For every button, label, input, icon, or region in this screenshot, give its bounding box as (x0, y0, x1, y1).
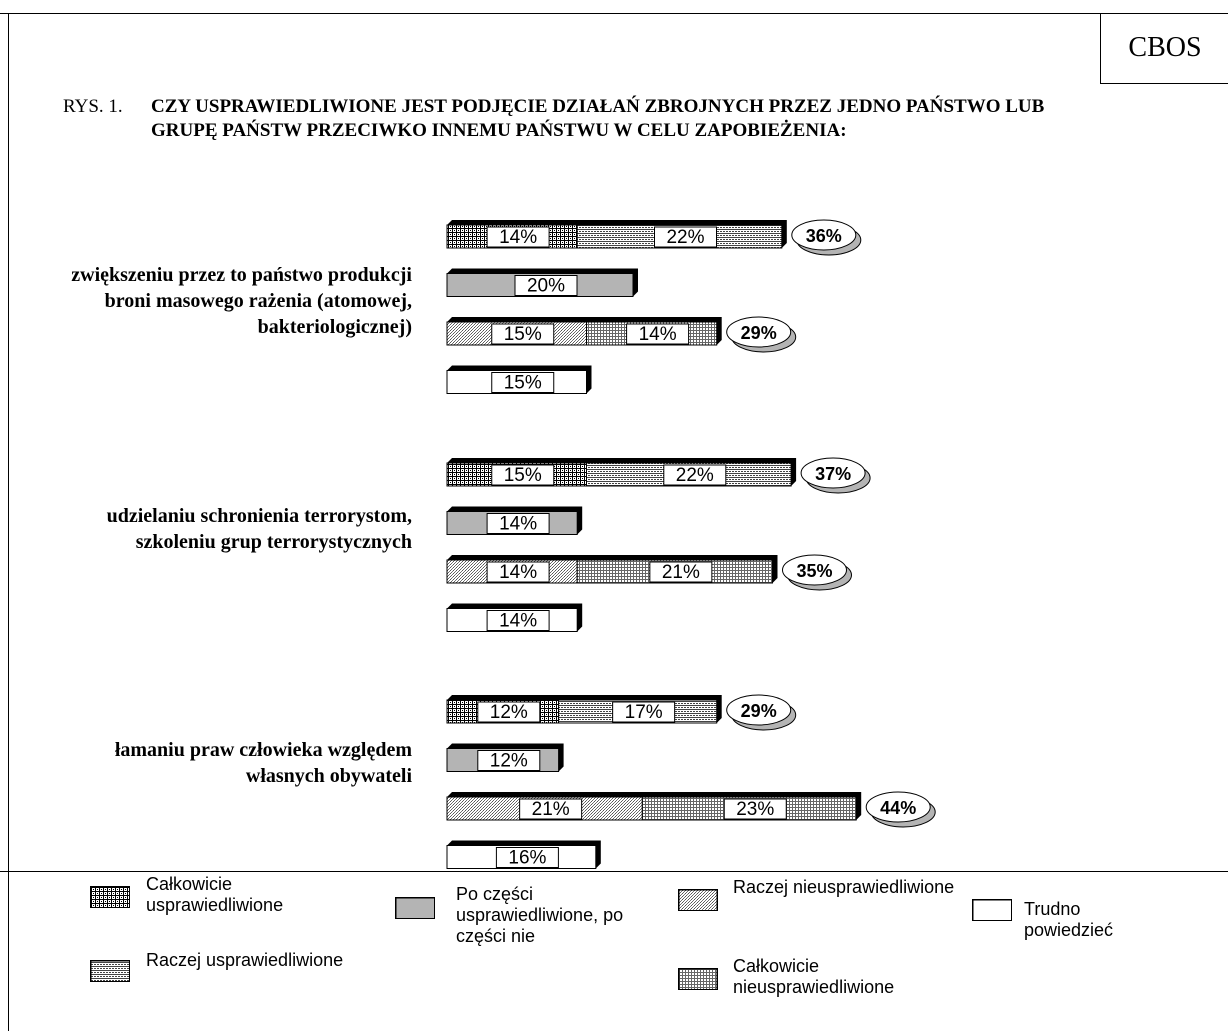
group-2-hard-to-say-bar-segment-1-label-box (486, 610, 550, 631)
group-3-unjustified-bar-segment-1-label-box (519, 798, 583, 820)
group-2-hard-to-say-bar-segment-1-label: 14% (499, 611, 537, 632)
group-3-justified-bar-segment-1-label-box (477, 701, 541, 723)
group-3-hard-to-say-bar-segment-1-label: 16% (508, 848, 546, 869)
group-1-unjustified-bar-segment-1-label: 15% (504, 324, 542, 345)
group-3-unjustified-bar-segment-2-label-box (723, 798, 787, 820)
bars-layer: 14% 22% 36% 20% 15% 14% 29% 15% 15% 22% 37% 14% 14% 2… (446, 219, 936, 869)
group-label-2: udzielaniu schronienia terrorystom, szko… (106, 505, 412, 553)
group-1-justified-bar-segment-1-label: 14% (499, 227, 537, 248)
legend-divider (0, 871, 1228, 872)
legend-label-partly: Po części usprawiedliwione, po części ni… (456, 884, 624, 946)
legend-swatch-rather-justified (90, 960, 130, 982)
group-3-justified-bar-segment-2-label-box (612, 701, 676, 723)
group-1-unjustified-bar-total-label: 29% (741, 323, 777, 343)
group-1-justified-bar-total-badge (791, 219, 857, 251)
frame-left-border (8, 13, 9, 1031)
legend-label-fully-unjustified: Całkowicie nieusprawiedliwione (733, 956, 895, 997)
group-2-unjustified-bar-segment-2-label-box (649, 561, 713, 583)
group-1-justified-bar-shadow (447, 220, 787, 248)
group-2-justified-bar-segment-2-label: 22% (676, 465, 714, 486)
group-2-justified-bar-segment-2-label-box (663, 464, 727, 486)
group-1-justified-bar-segment-2-label-box (654, 226, 717, 248)
group-3-unjustified-bar-shadow (447, 792, 862, 820)
group-3-partly-bar-segment-1-label: 12% (490, 751, 528, 772)
frame-top-border (0, 13, 1228, 14)
group-3-partly-bar-segment-1-label-box (477, 750, 541, 771)
figure-number: RYS. 1. (63, 96, 123, 117)
group-1-unjustified-bar-segment-2-label: 14% (639, 324, 677, 345)
group-1-unjustified-bar-total-badge (726, 316, 792, 348)
brand-box: CBOS (1100, 13, 1228, 84)
group-2-unjustified-bar-segment-1-label-box (486, 561, 550, 583)
legend-swatch-partly (395, 897, 435, 919)
legend-swatch-fully-unjustified (678, 968, 718, 990)
group-3-justified-bar-total-label: 29% (741, 701, 777, 721)
group-3-partly-bar-shadow (447, 743, 564, 772)
figure-title: CZY USPRAWIEDLIWIONE JEST PODJĘCIE DZIAŁ… (151, 96, 1045, 141)
group-3-hard-to-say-bar-segment-1-label-box (495, 847, 559, 868)
group-1-hard-to-say-bar-segment-1-label: 15% (504, 373, 542, 394)
group-2-justified-bar-total-label: 37% (815, 464, 851, 484)
group-3-hard-to-say-bar-shadow (447, 840, 601, 869)
group-1-unjustified-bar-shadow (447, 317, 722, 345)
legend-label-hard-to-say: Trudno powiedzieć (1024, 899, 1114, 940)
legend-label-rather-unjustified: Raczej nieusprawiedliwione (733, 877, 955, 897)
legend-label-fully-justified: Całkowicie usprawiedliwione (146, 874, 284, 915)
group-1-unjustified-bar-segment-2-label-box (626, 323, 690, 345)
group-3-unjustified-bar-segment-1-label: 21% (532, 799, 570, 820)
group-1-justified-bar-segment-1-label-box (486, 226, 550, 248)
group-2-unjustified-bar-segment-2-label: 21% (662, 562, 700, 583)
group-3-unjustified-bar-segment-2-label: 23% (736, 799, 774, 820)
group-1-hard-to-say-bar-shadow (447, 365, 592, 394)
legend-label-rather-justified: Raczej usprawiedliwione (146, 950, 344, 970)
legend-swatch-fully-justified (90, 886, 130, 908)
group-2-unjustified-bar-total-badge (782, 554, 847, 586)
group-1-unjustified-bar-segment-1-label-box (491, 323, 555, 345)
group-2-partly-bar-shadow (447, 506, 583, 535)
group-1-partly-bar-segment-1-label-box (514, 275, 578, 296)
group-1-partly-bar-segment-1-label: 20% (527, 276, 565, 297)
group-1-justified-bar-segment-2-label: 22% (666, 227, 704, 248)
group-3-justified-bar-total-badge (726, 694, 792, 726)
group-3-unjustified-bar-total-label: 44% (880, 798, 916, 818)
group-2-unjustified-bar-segment-1-label: 14% (499, 562, 537, 583)
group-3-justified-bar-segment-2-label: 17% (625, 702, 663, 723)
group-2-hard-to-say-bar-shadow (447, 603, 583, 632)
group-2-justified-bar-total-badge (800, 457, 866, 489)
group-label-1: zwiększeniu przez to państwo produkcji b… (71, 264, 412, 338)
legend-swatch-hard-to-say (972, 899, 1012, 921)
group-2-partly-bar-segment-1-label-box (486, 513, 550, 534)
group-2-justified-bar-shadow (447, 458, 797, 486)
group-1-justified-bar-total-label: 36% (806, 226, 842, 246)
legend: Całkowicie usprawiedliwione Raczej uspra… (0, 872, 1228, 1031)
stacked-bar-chart: 14% 22% 36% 20% 15% 14% 29% 15% 15% 22% 37% 14% 14% 2… (446, 219, 936, 869)
group-2-justified-bar-segment-1-label: 15% (504, 465, 542, 486)
group-1-partly-bar-shadow (447, 268, 638, 297)
group-2-justified-bar-segment-1-label-box (491, 464, 555, 486)
group-label-3: łamaniu praw człowieka względem własnych… (114, 739, 412, 787)
group-2-partly-bar-segment-1-label: 14% (499, 514, 537, 535)
group-2-unjustified-bar-total-label: 35% (796, 561, 832, 581)
legend-swatch-rather-unjustified (678, 889, 718, 911)
group-2-unjustified-bar-shadow (447, 555, 778, 583)
group-3-unjustified-bar-total-badge (865, 791, 931, 823)
group-3-justified-bar-segment-1-label: 12% (490, 702, 528, 723)
group-3-justified-bar-shadow (447, 695, 722, 723)
group-1-hard-to-say-bar-segment-1-label-box (491, 372, 555, 393)
